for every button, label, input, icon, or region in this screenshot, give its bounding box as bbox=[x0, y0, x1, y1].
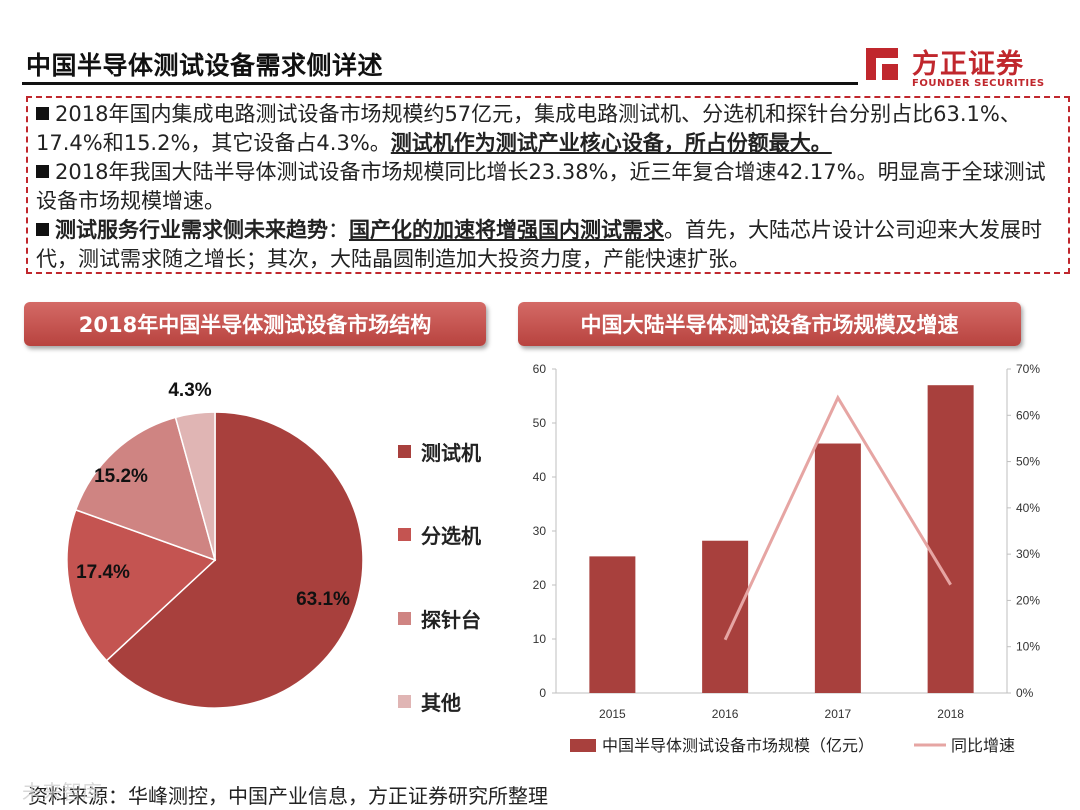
legend-label: 其他 bbox=[421, 691, 461, 715]
logo-text-cn: 方正证券 bbox=[912, 49, 1024, 80]
x-tick-label: 2016 bbox=[712, 707, 739, 721]
pie-slice-2 bbox=[66, 508, 217, 662]
bullet-1-text: 2018年国内集成电路测试设备市场规模约57亿元，集成电路测试机、分选机和探针台… bbox=[36, 102, 1021, 155]
legend-label: 探针台 bbox=[421, 608, 481, 632]
bullet-square-icon bbox=[36, 165, 49, 178]
y-right-tick-label: 10% bbox=[1016, 640, 1040, 654]
bullet-3-lead: 测试服务行业需求侧未来趋势 bbox=[55, 218, 328, 242]
title-underline bbox=[22, 82, 858, 85]
y-left-tick-label: 40 bbox=[533, 470, 547, 484]
pie-chart-title: 2018年中国半导体测试设备市场结构 bbox=[24, 302, 486, 346]
pie-data-label: 17.4% bbox=[76, 562, 130, 583]
x-tick-label: 2017 bbox=[825, 707, 852, 721]
bullet-2: 2018年我国大陆半导体测试设备市场规模同比增长23.38%，近三年复合增速42… bbox=[36, 158, 1066, 216]
bullet-3: 测试服务行业需求侧未来趋势：国产化的加速将增强国内测试需求。首先，大陆芯片设计公… bbox=[36, 216, 1066, 274]
legend-swatch bbox=[398, 445, 411, 458]
bullet-3-colon: ： bbox=[328, 218, 349, 242]
legend-label: 测试机 bbox=[421, 441, 481, 465]
y-left-tick-label: 20 bbox=[533, 578, 547, 592]
pie-legend-item: 分选机 bbox=[398, 520, 481, 549]
legend-swatch bbox=[398, 528, 411, 541]
y-left-tick-label: 0 bbox=[539, 686, 546, 700]
source-note: 资料来源：华峰测控，中国产业信息，方正证券研究所整理 bbox=[28, 784, 548, 808]
bullet-3-text: 。首先，大陆芯片设计公司迎来大发展时代，测试需求随之增长；其次，大陆晶圆制造加大… bbox=[36, 218, 1042, 271]
pie-legend-item: 探针台 bbox=[398, 604, 481, 633]
legend-label-line: 同比增速 bbox=[951, 737, 1015, 755]
logo-mark-icon bbox=[866, 48, 898, 80]
bullet-square-icon bbox=[36, 107, 49, 120]
y-left-tick-label: 10 bbox=[533, 632, 547, 646]
y-right-tick-label: 60% bbox=[1016, 408, 1040, 422]
bar-2018 bbox=[927, 385, 974, 693]
y-right-tick-label: 40% bbox=[1016, 501, 1040, 515]
founder-securities-logo: 方正证券 FOUNDER SECURITIES bbox=[862, 40, 1062, 98]
x-tick-label: 2015 bbox=[599, 707, 626, 721]
legend-swatch bbox=[398, 612, 411, 625]
x-tick-label: 2018 bbox=[937, 707, 964, 721]
bar-2015 bbox=[589, 556, 636, 693]
y-left-tick-label: 50 bbox=[533, 416, 547, 430]
bullet-square-icon bbox=[36, 223, 49, 236]
legend-label: 分选机 bbox=[421, 524, 481, 548]
y-left-tick-label: 30 bbox=[533, 524, 547, 538]
bullet-3-emphasis: 国产化的加速将增强国内测试需求 bbox=[349, 218, 664, 242]
y-right-tick-label: 50% bbox=[1016, 455, 1040, 469]
bullet-1-emphasis: 测试机作为测试产业核心设备，所占份额最大。 bbox=[390, 131, 832, 155]
bullet-1: 2018年国内集成电路测试设备市场规模约57亿元，集成电路测试机、分选机和探针台… bbox=[36, 100, 1066, 158]
pie-slice-1 bbox=[105, 411, 364, 709]
y-left-tick-label: 60 bbox=[533, 362, 547, 376]
pie-slice-3 bbox=[74, 416, 217, 562]
growth-rate-line bbox=[723, 394, 952, 641]
pie-chart: 63.1% 17.4% 15.2% 4.3% bbox=[66, 380, 364, 709]
y-right-tick-label: 20% bbox=[1016, 593, 1040, 607]
y-right-tick-label: 30% bbox=[1016, 547, 1040, 561]
page-title: 中国半导体测试设备需求侧详述 bbox=[26, 51, 384, 80]
pie-data-label: 15.2% bbox=[94, 466, 148, 487]
bullet-2-text: 2018年我国大陆半导体测试设备市场规模同比增长23.38%，近三年复合增速42… bbox=[36, 160, 1046, 213]
y-right-tick-label: 0% bbox=[1016, 686, 1034, 700]
pie-legend-item: 其他 bbox=[398, 687, 461, 716]
bar-2017 bbox=[814, 443, 861, 693]
watermark: 未来智库 bbox=[22, 780, 102, 804]
logo-text-en: FOUNDER SECURITIES bbox=[912, 78, 1045, 89]
bar-2016 bbox=[702, 540, 749, 693]
pie-legend-item: 测试机 bbox=[398, 437, 481, 466]
pie-data-label: 63.1% bbox=[296, 589, 350, 610]
legend-label-bar: 中国半导体测试设备市场规模（亿元） bbox=[602, 737, 874, 755]
legend-swatch-bar bbox=[570, 739, 596, 752]
bar-chart-title: 中国大陆半导体测试设备市场规模及增速 bbox=[518, 302, 1021, 346]
summary-box: 2018年国内集成电路测试设备市场规模约57亿元，集成电路测试机、分选机和探针台… bbox=[26, 96, 1070, 274]
combo-chart: 0 10 20 30 40 50 60 0% 10% 20% 30% 40% 50% 60% 70% 2015… bbox=[533, 362, 1041, 755]
pie-data-label: 4.3% bbox=[168, 380, 211, 401]
pie-slice-4 bbox=[174, 411, 216, 561]
y-right-tick-label: 70% bbox=[1016, 362, 1040, 376]
legend-swatch bbox=[398, 695, 411, 708]
